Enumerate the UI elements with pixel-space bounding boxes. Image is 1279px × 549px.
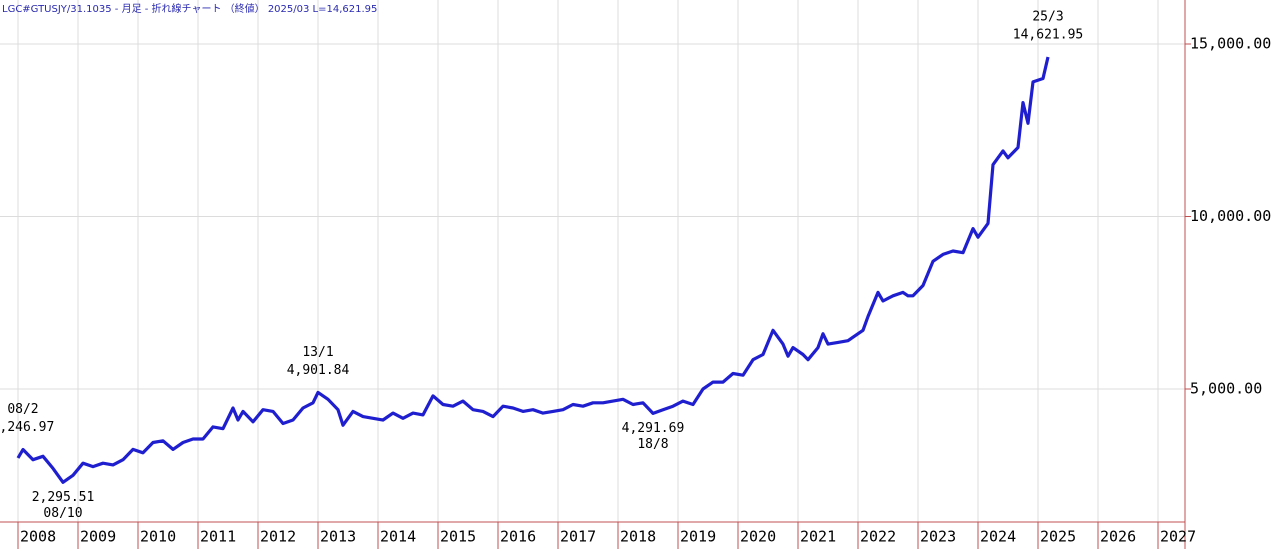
annotation-value: 14,621.95: [1013, 28, 1083, 43]
annotation-value: 3,246.97: [0, 420, 54, 435]
annotation-value: 4,291.69: [622, 421, 685, 436]
price-line: [16, 56, 1050, 484]
x-tick-label: 2015: [440, 528, 476, 546]
annotation-date: 08/10: [43, 506, 82, 521]
x-tick-label: 2019: [680, 528, 716, 546]
annotation-date: 18/8: [637, 437, 668, 452]
x-tick-label: 2025: [1040, 528, 1076, 546]
x-tick-label: 2026: [1100, 528, 1136, 546]
x-tick-label: 2023: [920, 528, 956, 546]
x-tick-label: 2010: [140, 528, 176, 546]
x-tick-label: 2027: [1160, 528, 1196, 546]
x-tick-label: 2016: [500, 528, 536, 546]
annotation-value: 2,295.51: [32, 490, 95, 505]
x-tick-label: 2012: [260, 528, 296, 546]
x-tick-label: 2014: [380, 528, 416, 546]
x-tick-label: 2008: [20, 528, 56, 546]
grid: [0, 0, 1185, 522]
x-tick-label: 2022: [860, 528, 896, 546]
annotation-date: 08/2: [7, 402, 38, 417]
y-tick-label: 10,000.00: [1190, 207, 1271, 225]
x-tick-label: 2009: [80, 528, 116, 546]
x-tick-label: 2018: [620, 528, 656, 546]
annotation-date: 13/1: [302, 345, 333, 360]
x-tick-label: 2024: [980, 528, 1016, 546]
x-tick-label: 2011: [200, 528, 236, 546]
x-tick-label: 2013: [320, 528, 356, 546]
y-tick-label: 15,000.00: [1190, 34, 1271, 52]
annotation-date: 25/3: [1032, 10, 1063, 25]
y-tick-label: 5,000.00: [1190, 379, 1262, 397]
annotation-value: 4,901.84: [287, 363, 350, 378]
chart-title: LGC#GTUSJY/31.1035 - 月足 - 折れ線チャート （終値） 2…: [2, 2, 377, 15]
x-tick-label: 2017: [560, 528, 596, 546]
x-tick-label: 2020: [740, 528, 776, 546]
x-tick-label: 2021: [800, 528, 836, 546]
